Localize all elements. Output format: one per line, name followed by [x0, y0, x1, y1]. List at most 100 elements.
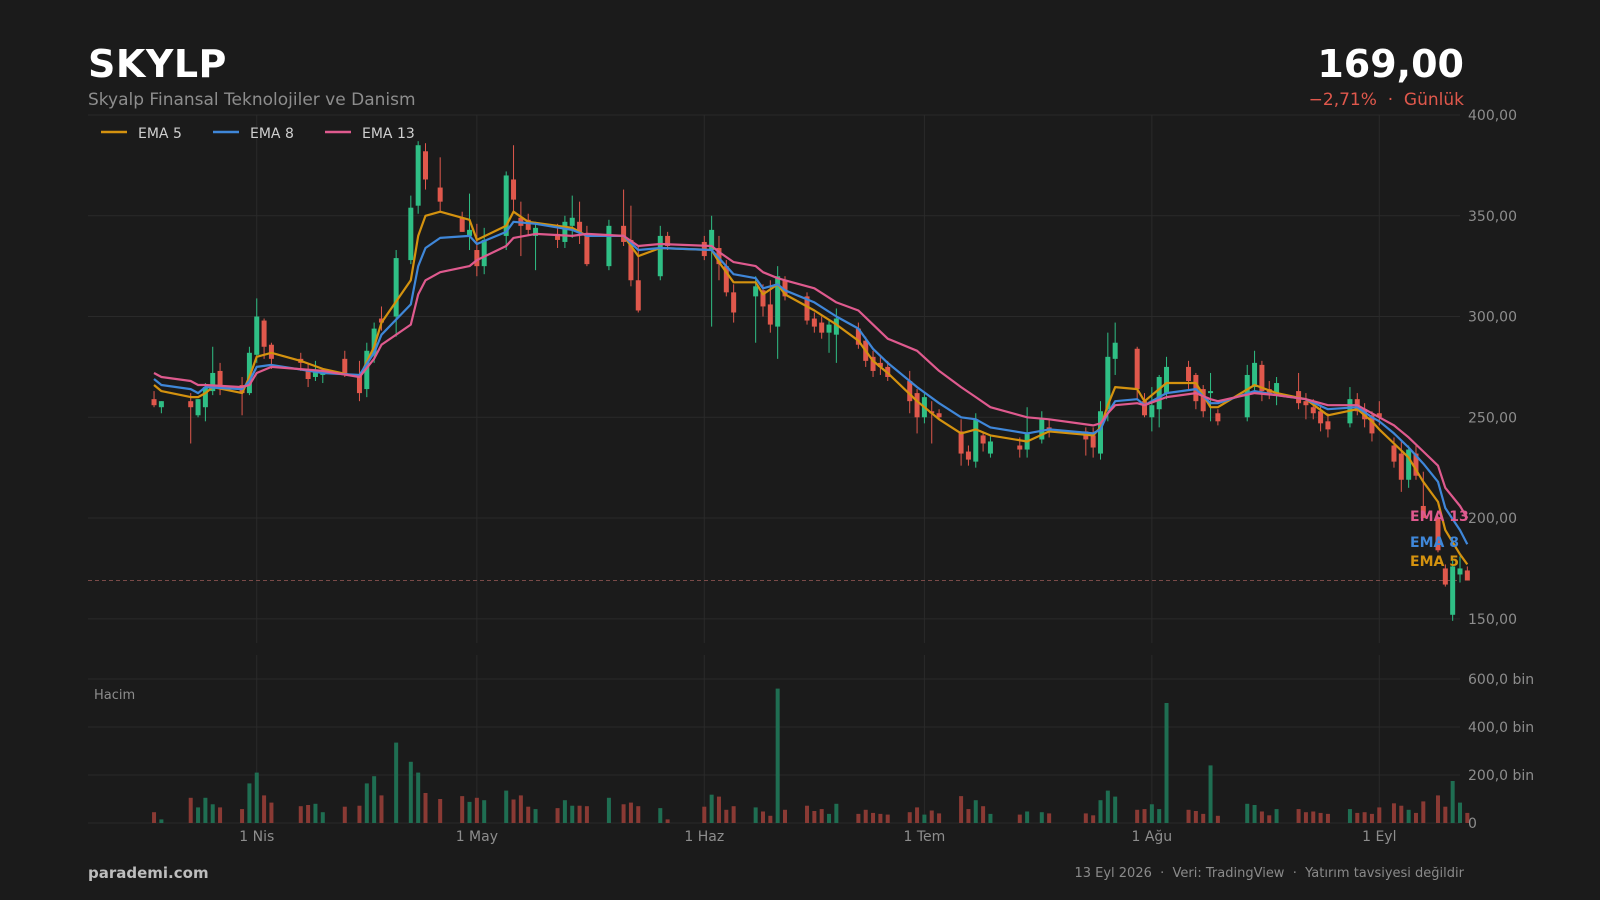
volume-bar: [628, 802, 633, 823]
candle-body: [467, 229, 473, 236]
candle-body: [1215, 413, 1221, 422]
volume-bar: [1039, 812, 1044, 823]
volume-bar: [760, 811, 765, 823]
candle-body: [1244, 374, 1250, 418]
ema-line: [153, 210, 1469, 566]
candle-body: [1406, 449, 1412, 480]
volume-bar: [1025, 811, 1030, 823]
candle-body: [1442, 568, 1448, 585]
volume-bar: [929, 810, 934, 823]
candle-body: [393, 258, 399, 317]
volume-bar: [203, 797, 208, 823]
volume-bar: [1406, 809, 1411, 823]
change-percent: −2,71%: [1308, 90, 1377, 110]
volume-bar: [577, 805, 582, 823]
ema-end-label: EMA 5: [1410, 554, 1459, 570]
volume-bar: [709, 794, 714, 823]
volume-bar: [775, 688, 780, 823]
candle-body: [533, 227, 539, 236]
volume-bar: [247, 783, 252, 823]
volume-bar: [240, 809, 245, 823]
candle-body: [1310, 407, 1316, 414]
volume-bar: [702, 806, 707, 823]
volume-bar: [379, 795, 384, 823]
volume-bar: [658, 808, 663, 823]
candle-body: [481, 239, 487, 267]
volume-bar: [262, 795, 267, 823]
candle-body: [914, 393, 920, 418]
volume-bar: [1149, 804, 1154, 823]
volume-bar: [357, 805, 362, 823]
candle-body: [811, 318, 817, 327]
volume-bar: [269, 802, 274, 823]
brand-logo-text[interactable]: parademi.com: [88, 864, 209, 882]
last-price: 169,00: [1317, 42, 1464, 86]
candle-body: [635, 280, 641, 311]
price-tick-label: 400,00: [1468, 108, 1517, 124]
candle-body: [408, 207, 414, 261]
volume-bar: [1303, 812, 1308, 823]
candle-body: [1252, 362, 1258, 388]
volume-bar: [482, 800, 487, 823]
footer-separator: ·: [1151, 866, 1173, 881]
volume-bar: [827, 813, 832, 823]
volume-bar: [768, 815, 773, 823]
candle-body: [525, 219, 531, 230]
volume-bar: [342, 806, 347, 823]
candle-body: [1090, 435, 1096, 448]
volume-bar: [805, 805, 810, 823]
volume-grid-lines: [88, 655, 1460, 824]
candle-body: [1318, 411, 1324, 424]
volume-bar: [1450, 781, 1455, 823]
volume-bar: [1047, 813, 1052, 823]
volume-bar: [783, 809, 788, 823]
candle-body: [621, 225, 627, 242]
volume-bar: [1325, 813, 1330, 823]
candle-body: [775, 276, 781, 327]
volume-bar: [1186, 809, 1191, 823]
volume-bar: [313, 803, 318, 823]
volume-bar: [1091, 815, 1096, 823]
price-tick-label: 350,00: [1468, 209, 1517, 225]
volume-tick-label: 400,0 bin: [1468, 720, 1534, 736]
candle-body: [965, 451, 971, 460]
candle-body: [723, 266, 729, 293]
candle-body: [958, 431, 964, 454]
candle-body: [1097, 411, 1103, 454]
volume-bar: [364, 783, 369, 823]
volume-bar: [460, 796, 465, 823]
volume-bar: [254, 772, 259, 823]
candle-body: [415, 145, 421, 206]
candle-body: [973, 419, 979, 462]
candle-body: [356, 374, 362, 394]
volume-bar: [570, 805, 575, 823]
volume-bar: [981, 806, 986, 823]
volume-bar: [210, 804, 215, 823]
candle-body: [1457, 568, 1463, 575]
volume-bar: [306, 805, 311, 823]
volume-bar: [1355, 812, 1360, 823]
volume-bar: [188, 797, 193, 823]
volume-bar: [1105, 790, 1110, 823]
candle-body: [364, 350, 370, 390]
candle-body: [760, 290, 766, 307]
volume-bar: [1252, 805, 1257, 823]
date-axis: 1 Nis 1 May 1 Haz 1 Tem 1 Ağu 1 Eyl: [239, 829, 1396, 845]
candle-body: [628, 239, 634, 281]
volume-bar: [159, 819, 164, 823]
volume-bar: [819, 809, 824, 823]
volume-bar: [856, 813, 861, 823]
ema-lines: [153, 210, 1469, 566]
candle-body: [1464, 570, 1470, 581]
candle-body: [151, 399, 157, 406]
grid-lines: [88, 114, 1460, 643]
ema-end-label: EMA 13: [1410, 509, 1469, 525]
candle-body: [569, 217, 575, 226]
volume-bar: [372, 776, 377, 823]
candle-body: [1413, 453, 1419, 476]
volume-bar: [988, 813, 993, 823]
candle-body: [188, 401, 194, 408]
volume-bar: [966, 809, 971, 823]
candle-body: [378, 318, 384, 323]
